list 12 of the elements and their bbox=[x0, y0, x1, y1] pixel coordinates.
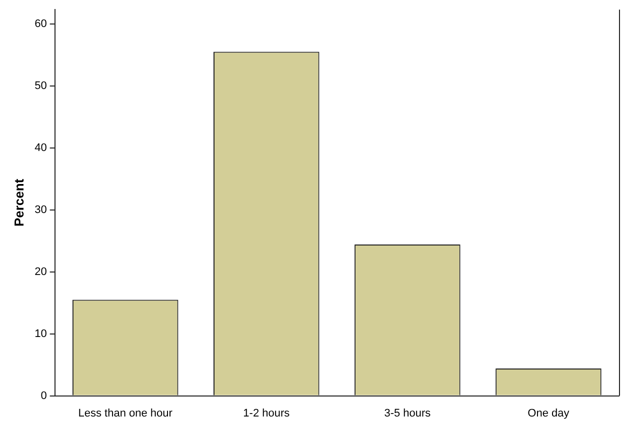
y-tick-label: 10 bbox=[34, 328, 47, 340]
x-tick-label: One day bbox=[528, 407, 570, 420]
y-tick-label: 60 bbox=[34, 18, 47, 30]
y-tick-label: 40 bbox=[34, 142, 47, 154]
y-tick-label: 20 bbox=[34, 266, 47, 278]
x-tick-label: 1-2 hours bbox=[243, 407, 290, 420]
y-tick-label: 30 bbox=[34, 204, 47, 216]
y-tick-label: 0 bbox=[40, 390, 47, 402]
y-tick-label: 50 bbox=[34, 80, 47, 92]
x-tick-label: Less than one hour bbox=[78, 407, 173, 420]
y-axis-title: Percent bbox=[11, 178, 26, 227]
x-tick-label: 3-5 hours bbox=[384, 407, 432, 420]
